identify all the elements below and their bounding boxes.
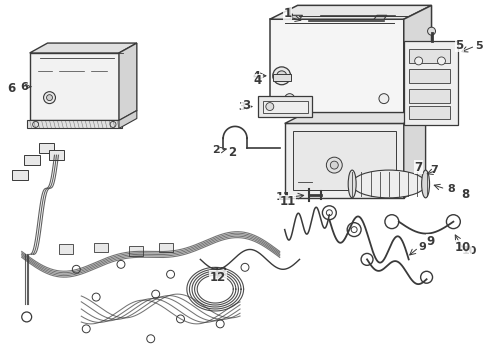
- Polygon shape: [292, 131, 395, 190]
- Circle shape: [414, 57, 422, 65]
- Circle shape: [284, 94, 294, 104]
- Polygon shape: [373, 15, 386, 19]
- Polygon shape: [27, 121, 122, 129]
- Text: 10: 10: [454, 241, 470, 254]
- Circle shape: [265, 103, 273, 111]
- Polygon shape: [403, 41, 457, 125]
- Polygon shape: [284, 113, 425, 123]
- Bar: [408, 105, 449, 120]
- Ellipse shape: [351, 170, 425, 198]
- Polygon shape: [30, 43, 137, 53]
- Ellipse shape: [347, 170, 355, 198]
- Circle shape: [330, 161, 338, 169]
- Bar: [12, 170, 28, 180]
- Bar: [408, 49, 449, 63]
- Circle shape: [325, 157, 342, 173]
- Bar: [408, 89, 449, 103]
- Circle shape: [378, 94, 388, 104]
- Text: 5: 5: [454, 39, 463, 51]
- Text: 3: 3: [238, 102, 245, 112]
- Text: 4: 4: [253, 74, 262, 87]
- Bar: [39, 143, 54, 153]
- Text: 11: 11: [276, 192, 291, 202]
- Bar: [94, 243, 108, 252]
- Text: 6: 6: [20, 82, 28, 92]
- Ellipse shape: [421, 170, 428, 198]
- Text: 2: 2: [227, 146, 236, 159]
- Polygon shape: [403, 113, 425, 198]
- Text: 4: 4: [251, 71, 259, 81]
- Bar: [48, 150, 64, 160]
- Text: 8: 8: [447, 184, 454, 194]
- Circle shape: [110, 121, 116, 127]
- Circle shape: [46, 95, 52, 100]
- Circle shape: [43, 92, 55, 104]
- Circle shape: [272, 67, 290, 85]
- Bar: [24, 155, 40, 165]
- Text: 9: 9: [418, 243, 426, 252]
- Text: 5: 5: [474, 41, 482, 51]
- Text: 7: 7: [414, 161, 422, 174]
- Text: 1: 1: [285, 7, 293, 17]
- Polygon shape: [289, 15, 302, 19]
- Circle shape: [276, 71, 286, 81]
- Bar: [129, 247, 142, 256]
- Polygon shape: [119, 111, 137, 129]
- Circle shape: [33, 121, 39, 127]
- Bar: [272, 74, 290, 81]
- Text: 11: 11: [279, 195, 295, 208]
- Text: 6: 6: [8, 82, 16, 95]
- Text: 9: 9: [426, 235, 434, 248]
- Polygon shape: [119, 43, 137, 121]
- Polygon shape: [269, 5, 431, 19]
- Polygon shape: [269, 19, 403, 113]
- Polygon shape: [284, 123, 403, 198]
- Polygon shape: [30, 53, 119, 121]
- Text: 1: 1: [283, 7, 291, 20]
- Text: 7: 7: [429, 165, 437, 175]
- Circle shape: [437, 57, 445, 65]
- Text: 3: 3: [242, 99, 249, 112]
- Text: 10: 10: [460, 247, 476, 256]
- Text: 8: 8: [460, 188, 468, 201]
- Bar: [263, 100, 307, 113]
- Text: 12: 12: [210, 271, 226, 284]
- Circle shape: [427, 27, 435, 35]
- Bar: [60, 244, 73, 255]
- Polygon shape: [403, 5, 431, 113]
- Text: 12: 12: [212, 267, 227, 277]
- Text: 2: 2: [212, 145, 220, 155]
- Bar: [408, 69, 449, 83]
- Bar: [158, 243, 172, 252]
- Bar: [257, 96, 312, 117]
